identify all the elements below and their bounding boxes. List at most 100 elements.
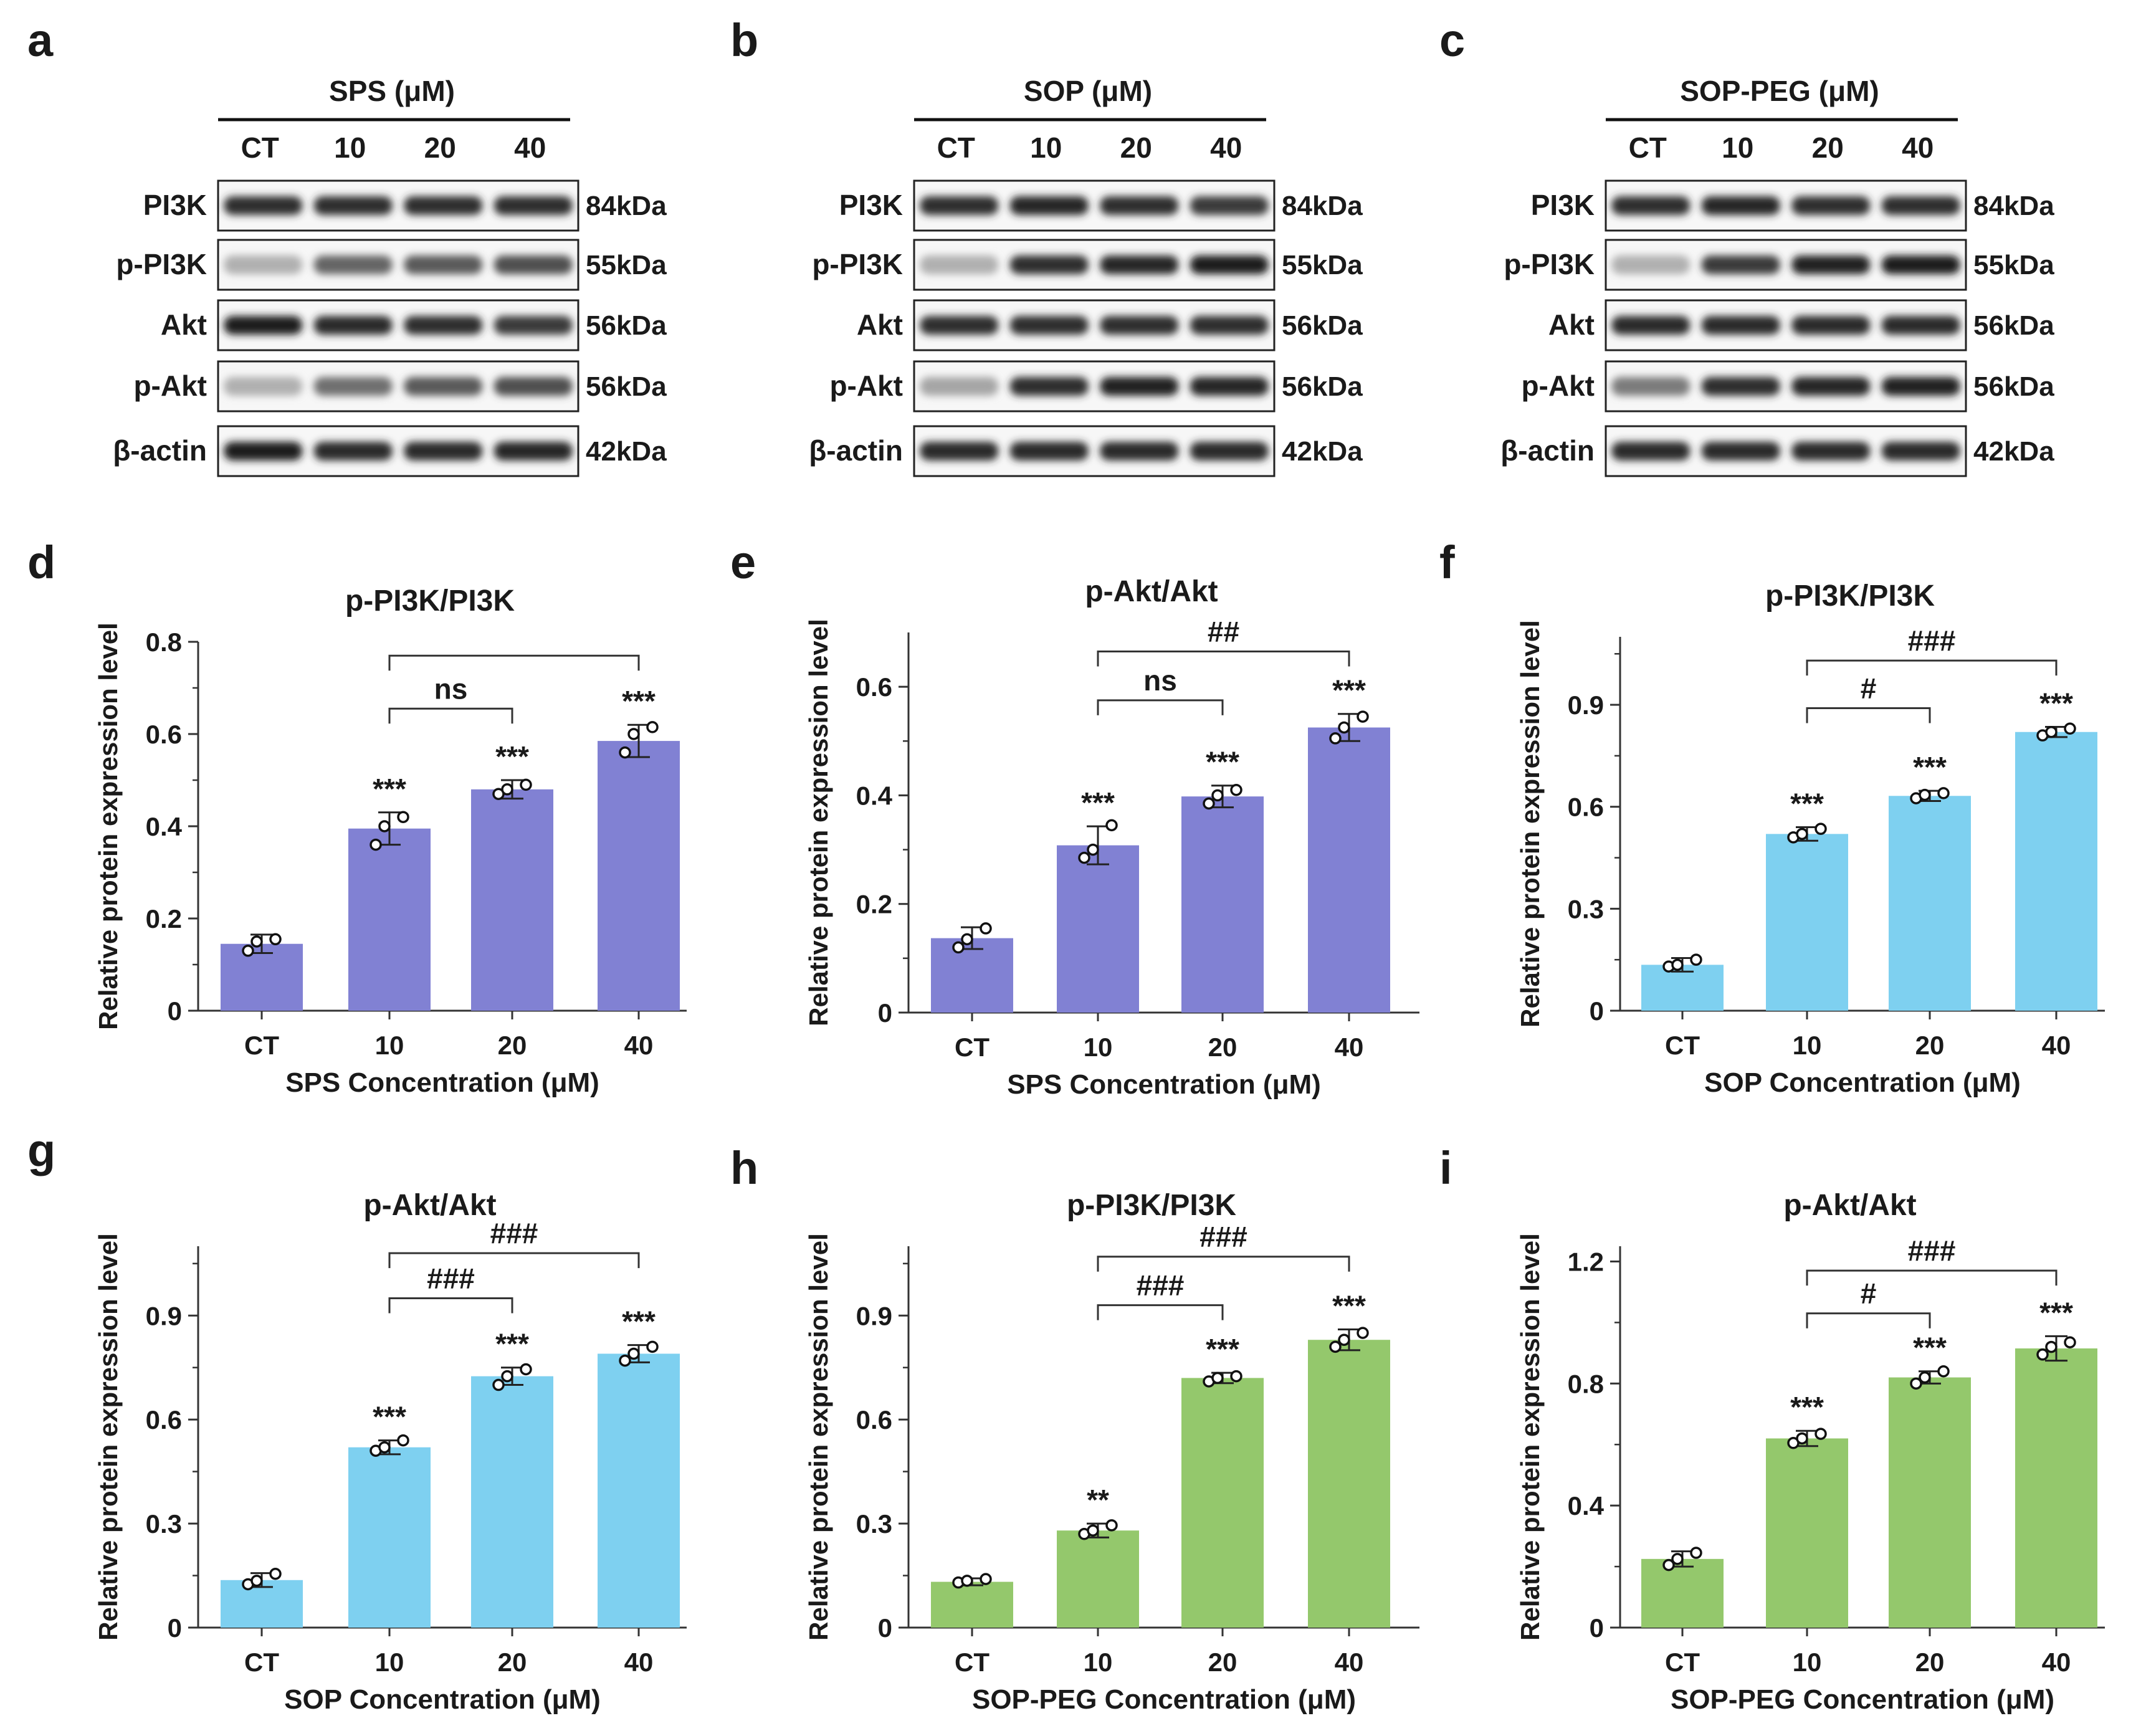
blot-band: [313, 442, 393, 460]
y-tick-label: 0: [168, 1613, 182, 1643]
blot-row-akt: Akt 56kDa: [1548, 299, 2054, 351]
comparison-bracket: [388, 707, 513, 724]
protein-label: Akt: [161, 308, 207, 341]
data-point: [378, 1441, 391, 1454]
x-tick-label: CT: [1665, 1031, 1700, 1060]
kda-label: 42kDa: [1282, 436, 1363, 467]
bracket-label: #: [1861, 672, 1877, 705]
protein-label: PI3K: [143, 189, 207, 221]
significance-label: ***: [495, 1328, 529, 1360]
kda-label: 56kDa: [586, 310, 667, 341]
bracket-label: ###: [1908, 1234, 1956, 1267]
blot-band: [1791, 255, 1871, 274]
x-axis-label: SPS Concentration (μM): [1007, 1069, 1321, 1100]
y-tick-label: 0: [168, 996, 182, 1026]
blot-band: [1881, 442, 1960, 460]
x-tick-label: 20: [1208, 1648, 1238, 1677]
y-tick-label: 0.9: [146, 1301, 182, 1330]
bar: [1889, 1377, 1971, 1628]
protein-label: p-PI3K: [812, 248, 903, 280]
significance-label: ***: [622, 685, 656, 717]
x-axis-label: SOP-PEG Concentration (μM): [972, 1684, 1356, 1715]
kda-label: 84kDa: [1282, 191, 1363, 221]
protein-label: p-Akt: [1521, 370, 1595, 402]
data-point: [1357, 1327, 1369, 1339]
bar: [1308, 1340, 1390, 1628]
blot-band: [404, 255, 483, 274]
lane-label: CT: [241, 131, 279, 164]
protein-label: p-PI3K: [116, 248, 207, 280]
significance-label: ***: [1913, 751, 1947, 783]
y-tick-label: 0.2: [146, 904, 182, 933]
protein-label: Akt: [857, 308, 903, 341]
data-point: [1671, 958, 1684, 971]
y-tick-label: 0.3: [856, 1509, 892, 1538]
blot-band: [494, 316, 573, 335]
data-point: [1105, 1519, 1118, 1532]
bracket-label: ns: [434, 672, 468, 705]
y-tick-label: 0.3: [1568, 894, 1604, 923]
data-point: [2064, 1336, 2076, 1348]
bar: [931, 1581, 1013, 1628]
bar: [931, 938, 1013, 1013]
comparison-bracket: [1806, 1312, 1931, 1328]
significance-label: ***: [1332, 674, 1366, 707]
data-point: [1357, 710, 1369, 723]
x-tick-label: 10: [375, 1031, 404, 1060]
blot-row-pi3k: PI3K 84kDa: [839, 179, 1363, 232]
blot-band: [920, 442, 999, 460]
panel-label-a: a: [27, 14, 54, 66]
data-point: [492, 1378, 505, 1391]
y-tick-label: 0.9: [856, 1301, 892, 1330]
data-point: [980, 922, 992, 935]
significance-label: ***: [1913, 1332, 1947, 1364]
data-point: [1338, 721, 1350, 734]
blot-band: [1701, 442, 1780, 460]
x-axis-label: SOP Concentration (μM): [284, 1684, 601, 1715]
data-point: [1087, 843, 1099, 856]
lane-label: 20: [424, 131, 456, 164]
blot-row-β-actin: β-actin 42kDa: [113, 425, 667, 477]
y-tick-label: 0.3: [146, 1509, 182, 1538]
kda-label: 56kDa: [1282, 310, 1363, 341]
data-point: [1203, 797, 1215, 810]
bracket-label: ###: [490, 1217, 538, 1249]
data-point: [2036, 1348, 2049, 1361]
bar: [1766, 1438, 1848, 1628]
lane-label: 40: [1902, 131, 1934, 164]
blot-band: [1611, 196, 1691, 215]
protein-label: PI3K: [1531, 189, 1595, 221]
protein-label: β-actin: [113, 434, 207, 467]
x-tick-label: 10: [1793, 1648, 1822, 1677]
x-tick-label: CT: [244, 1031, 279, 1060]
blot-band: [1881, 196, 1960, 215]
chart-title: p-Akt/Akt: [1783, 1189, 1916, 1222]
data-point: [1690, 953, 1702, 966]
data-point: [1230, 783, 1242, 796]
data-point: [250, 1575, 263, 1587]
blot-band: [1190, 196, 1269, 215]
bar: [598, 1353, 680, 1628]
bar: [1057, 1530, 1139, 1628]
data-point: [269, 1568, 282, 1580]
kda-label: 55kDa: [1973, 250, 2054, 280]
data-point: [250, 935, 263, 948]
blot-band: [224, 196, 303, 215]
y-axis-label: Relative protein expression level: [93, 1233, 123, 1641]
comparison-bracket: [1806, 707, 1931, 723]
western-blot-panel-b: SOP (μM) CT 10 20 40 PI3K 84kDa p-PI3K 55kDa Akt 5…: [809, 75, 1363, 477]
lane-label: CT: [1629, 131, 1667, 164]
y-tick-label: 0.6: [1568, 793, 1604, 822]
comparison-bracket: [1806, 659, 2058, 676]
comparison-bracket: [388, 1252, 640, 1269]
blot-band: [404, 196, 483, 215]
x-tick-label: 40: [1335, 1648, 1364, 1677]
x-tick-label: 20: [1915, 1031, 1945, 1060]
bracket-label: ###: [1199, 1221, 1247, 1253]
panel-label-i: i: [1439, 1142, 1452, 1194]
data-point: [980, 1573, 992, 1585]
blot-band: [1009, 196, 1089, 215]
comparison-bracket: [388, 654, 640, 671]
data-point: [2045, 1340, 2058, 1353]
data-point: [646, 721, 659, 733]
